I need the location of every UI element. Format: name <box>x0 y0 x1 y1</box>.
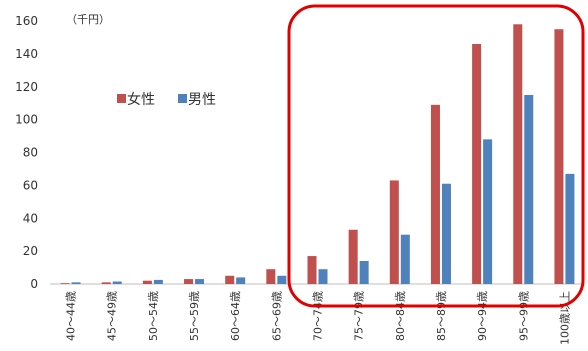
bar-male <box>318 269 328 284</box>
bar-male <box>195 279 205 284</box>
bar-male <box>441 183 451 284</box>
x-tick-label: 90～94歳 <box>476 291 489 341</box>
y-tick-label: 100 <box>15 113 38 127</box>
x-tick-label: 55～59歳 <box>188 291 201 341</box>
x-tick-label: 100歳以上 <box>558 291 571 345</box>
y-tick-label: 160 <box>15 14 38 28</box>
bar-male <box>400 234 410 284</box>
y-axis: 0 20 40 60 80 100 120 140 160 <box>15 14 38 291</box>
legend-swatch-male <box>178 94 187 103</box>
bar-male <box>112 281 122 284</box>
x-tick-label: 40～44歳 <box>65 291 78 341</box>
bar-female <box>225 275 235 284</box>
x-axis: 40～44歳 45～49歳 50～54歳 55～59歳 60～64歳 65～69歳 70～7… <box>65 291 572 345</box>
bar-female <box>101 282 111 284</box>
highlight-box <box>287 4 585 308</box>
unit-label: （千円） <box>66 13 110 26</box>
bar-female <box>60 283 70 284</box>
bar-female <box>554 29 564 284</box>
y-tick-label: 140 <box>15 47 38 61</box>
x-tick-label: 85～89歳 <box>435 291 448 341</box>
bar-female <box>430 104 440 284</box>
y-tick-label: 120 <box>15 80 38 94</box>
y-tick-label: 0 <box>30 277 38 291</box>
bar-female <box>389 180 399 284</box>
bar-male <box>524 94 534 284</box>
bars-group <box>60 24 575 285</box>
bar-female <box>142 280 152 284</box>
x-tick-label: 50～54歳 <box>147 291 160 341</box>
bar-male <box>71 282 81 284</box>
bar-male <box>359 260 369 284</box>
legend-label-male: 男性 <box>188 92 216 108</box>
y-tick-label: 60 <box>23 178 38 192</box>
legend-swatch-female <box>117 94 126 103</box>
bar-female <box>184 279 194 284</box>
bar-male <box>277 275 287 284</box>
y-tick-label: 20 <box>23 244 38 258</box>
y-tick-label: 40 <box>23 211 38 225</box>
legend: 女性 男性 <box>117 91 216 108</box>
x-tick-label: 75～79歳 <box>353 291 366 341</box>
bar-male <box>483 139 493 284</box>
bar-female <box>348 229 358 284</box>
bar-male <box>565 173 575 284</box>
bar-female <box>307 256 317 284</box>
x-tick-label: 65～69歳 <box>270 291 283 341</box>
bar-male <box>236 277 246 284</box>
x-tick-label: 80～84歳 <box>394 291 407 341</box>
legend-label-female: 女性 <box>127 91 155 108</box>
bar-female <box>472 44 482 285</box>
y-tick-label: 80 <box>23 146 38 160</box>
x-tick-label: 45～49歳 <box>106 291 119 341</box>
x-tick-label: 70～74歳 <box>312 291 325 341</box>
bar-female <box>513 24 523 284</box>
bar-female <box>266 269 276 284</box>
bar-male <box>153 279 163 284</box>
x-tick-label: 60～64歳 <box>229 291 242 341</box>
x-tick-label: 95～99歳 <box>517 291 530 341</box>
